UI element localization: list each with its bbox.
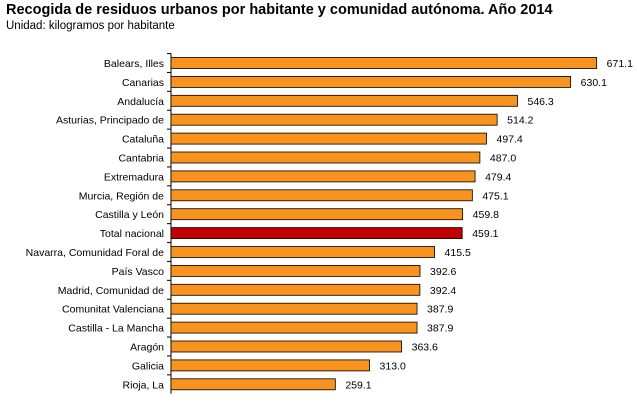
value-label: 671.1 <box>607 58 633 70</box>
category-label: Rioja, La <box>123 379 165 391</box>
category-label: Madrid, Comunidad de <box>58 285 164 297</box>
bar <box>170 170 476 183</box>
bar <box>170 340 403 353</box>
value-label: 459.1 <box>472 228 498 240</box>
chart-title: Recogida de residuos urbanos por habitan… <box>6 2 553 18</box>
category-label: País Vasco <box>112 266 164 278</box>
value-label: 363.6 <box>412 342 438 354</box>
bar-highlight <box>170 227 463 240</box>
bar <box>170 246 435 258</box>
value-label: 313.0 <box>380 360 406 372</box>
category-label: Total nacional <box>100 228 164 240</box>
category-label: Murcia, Región de <box>79 190 164 202</box>
category-label: Galicia <box>132 360 164 372</box>
bar <box>170 94 518 107</box>
chart-subtitle: Unidad: kilogramos por habitante <box>6 20 175 32</box>
category-label: Aragón <box>130 342 164 354</box>
value-label: 487.0 <box>490 153 516 165</box>
bar <box>170 359 370 372</box>
value-label: 514.2 <box>507 115 533 127</box>
category-label: Canarias <box>122 77 164 89</box>
bar <box>170 283 421 296</box>
value-label: 459.8 <box>473 209 499 221</box>
category-label: Castilla - La Mancha <box>68 323 164 335</box>
value-label: 259.1 <box>345 379 371 391</box>
category-label: Andalucía <box>117 96 164 108</box>
bar <box>170 378 336 391</box>
category-label: Cantabria <box>118 153 164 165</box>
bar <box>170 57 598 69</box>
value-label: 415.5 <box>445 247 471 259</box>
bar <box>170 189 473 202</box>
value-label: 497.4 <box>496 134 522 146</box>
category-label: Extremadura <box>104 171 164 183</box>
category-label: Comunitat Valenciana <box>62 304 164 316</box>
bar <box>170 76 572 88</box>
bar <box>170 113 498 126</box>
value-label: 387.9 <box>427 304 453 316</box>
category-label: Castilla y León <box>95 209 164 221</box>
category-label: Asturias, Principado de <box>56 115 164 127</box>
category-label: Balears, Illes <box>104 58 164 70</box>
bar <box>170 151 481 164</box>
value-label: 479.4 <box>485 171 511 183</box>
bar <box>170 208 464 221</box>
value-label: 392.4 <box>430 285 456 297</box>
bar <box>170 264 421 277</box>
value-label: 630.1 <box>581 77 607 89</box>
category-label: Navarra, Comunidad Foral de <box>26 247 164 259</box>
value-label: 387.9 <box>427 323 453 335</box>
bar <box>170 302 418 315</box>
value-label: 392.6 <box>430 266 456 278</box>
value-label: 546.3 <box>528 96 554 108</box>
value-label: 475.1 <box>482 190 508 202</box>
category-label: Cataluña <box>122 134 164 146</box>
bar <box>170 132 487 145</box>
bar <box>170 321 418 334</box>
